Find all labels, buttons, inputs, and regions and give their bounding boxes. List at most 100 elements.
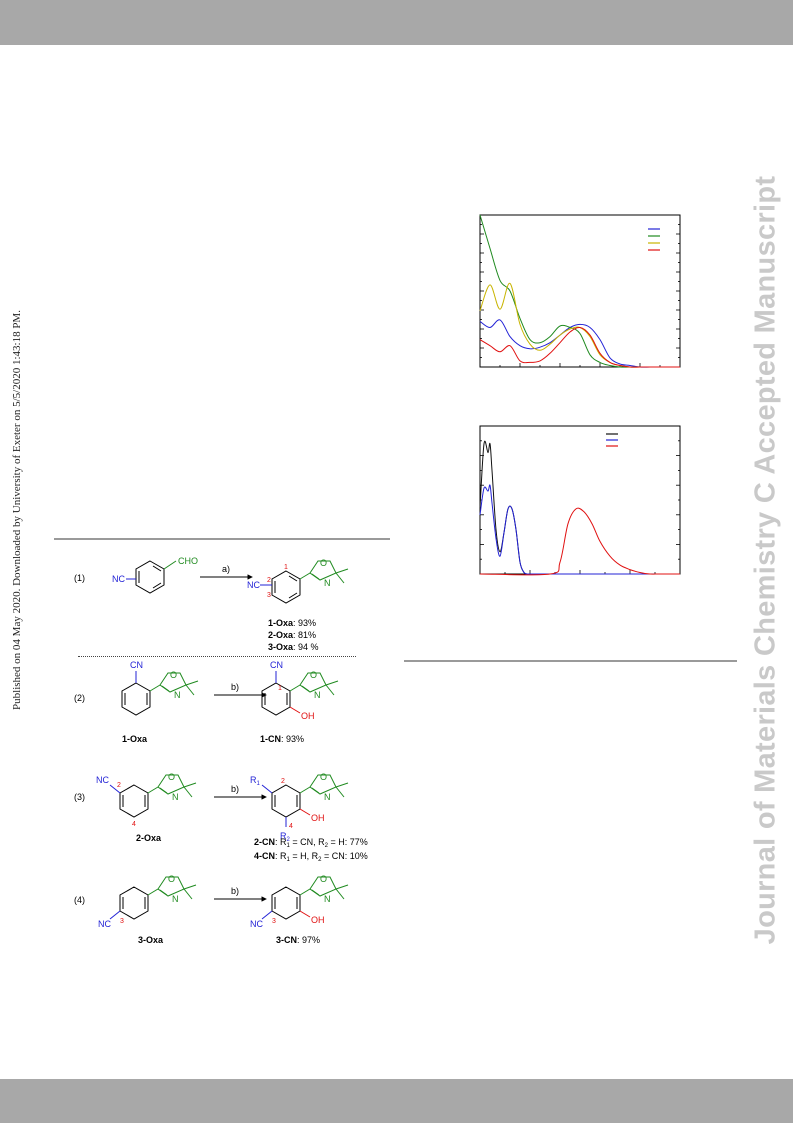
reaction-3-number: (3) (74, 792, 85, 802)
yield-2-cn-text1: = CN, R (290, 837, 325, 847)
yield-1-oxa-value: : 93% (293, 618, 316, 628)
reaction-2-product-yield: 1-CN: 93% (260, 734, 304, 744)
product-1-cn-label: 1-CN (260, 734, 281, 744)
reaction-4: (4) NC 3 O N 3-Oxa b) (74, 874, 349, 945)
reaction-4-locant-3: 3 (120, 918, 124, 925)
chart2-series-line-2 (479, 484, 680, 575)
reaction-2: (2) CN O N 1-Oxa b) (74, 660, 339, 744)
reaction-3-n: N (172, 792, 179, 802)
product-3-cn-yield: : 97% (297, 935, 320, 945)
reaction-3-start (109, 774, 197, 818)
reaction-3-reagent: b) (231, 784, 239, 794)
reaction-3-product-r1: R1 (250, 775, 261, 787)
chart2-ticks (479, 425, 681, 575)
yield-2-oxa-label: 2-Oxa (268, 630, 294, 640)
chart1-series-line-1 (479, 319, 680, 368)
reaction-4-product-oh: OH (311, 915, 325, 925)
yield-2-cn-sub2: 2 (325, 843, 329, 849)
chart1-ticks (479, 214, 681, 368)
reaction-1-yield-2: 2-Oxa: 81% (268, 630, 316, 640)
yield-4-cn-text1: = H, R (290, 851, 319, 861)
reaction-4-start-name: 3-Oxa (138, 935, 164, 945)
reaction-3-product (261, 774, 349, 827)
reaction-1: (1) CHO NC a) O N NC 1 2 3 (74, 556, 349, 652)
chart1-series-line-3 (479, 282, 680, 368)
synthesis-scheme: (1) CHO NC a) O N NC 1 2 3 (74, 556, 368, 945)
reaction-2-o: O (170, 670, 177, 680)
chart1-series (479, 214, 680, 368)
reaction-4-product-o: O (320, 874, 327, 884)
reaction-1-cho-label: CHO (178, 556, 198, 566)
reaction-4-product-nc: NC (250, 919, 263, 929)
watermark-text: Journal of Materials Chemistry C Accepte… (749, 175, 782, 945)
reaction-2-reagent: b) (231, 682, 239, 692)
reaction-3-yield-4cn: 4-CN: R1 = H, R2 = CN: 10% (254, 851, 368, 863)
product-3-cn-label: 3-CN (276, 935, 297, 945)
reaction-2-n: N (174, 690, 181, 700)
reaction-3-nc: NC (96, 775, 109, 785)
yield-2-oxa-value: : 81% (293, 630, 316, 640)
chart1-series-line-2 (479, 214, 680, 368)
reaction-1-locant-2: 2 (267, 577, 271, 584)
reaction-1-nc-label: NC (112, 574, 125, 584)
reaction-1-yield-1: 1-Oxa: 93% (268, 618, 316, 628)
emission-spectra-chart (479, 425, 681, 576)
chart2-legend (606, 433, 618, 447)
reaction-4-o: O (168, 874, 175, 884)
reaction-3-product-locant-2: 2 (281, 778, 285, 785)
reaction-3-locant-4: 4 (132, 821, 136, 828)
footer-band (0, 1079, 793, 1123)
reaction-2-product-n: N (314, 690, 321, 700)
reaction-3-locant-2: 2 (117, 782, 121, 789)
reaction-4-product (261, 876, 349, 920)
reaction-4-start (109, 876, 197, 920)
reaction-1-product-o: O (320, 558, 327, 568)
reaction-2-product-oh: OH (301, 711, 315, 721)
yield-4-cn-sub2: 2 (318, 857, 322, 863)
reaction-4-product-n: N (324, 894, 331, 904)
reaction-4-nc: NC (98, 919, 111, 929)
chart1-legend (648, 228, 660, 251)
chart2-series (479, 440, 680, 576)
chart2-frame (479, 425, 681, 575)
r2-subscript: 2 (287, 837, 291, 843)
reaction-1-product-nc: NC (247, 580, 260, 590)
yield-2-cn-label: 2-CN (254, 837, 275, 847)
reaction-4-reagent: b) (231, 886, 239, 896)
chart1-series-line-4 (479, 326, 680, 368)
reaction-2-product (261, 671, 339, 716)
yield-4-cn-text: : R (275, 851, 287, 861)
yield-1-oxa-label: 1-Oxa (268, 618, 294, 628)
reaction-1-reagent: a) (222, 564, 230, 574)
reaction-1-yield-3: 3-Oxa: 94 % (268, 642, 319, 652)
scheme-top-rule (54, 538, 390, 540)
reaction-3-product-oh: OH (311, 813, 325, 823)
reaction-2-locant-1: 1 (278, 685, 282, 692)
reaction-3-start-name: 2-Oxa (136, 833, 162, 843)
reaction-3-product-r2: R2 (280, 831, 291, 843)
reaction-1-locant-1: 1 (284, 564, 288, 571)
r2-letter: R (280, 831, 287, 841)
reaction-2-start-name: 1-Oxa (122, 734, 148, 744)
r1-letter: R (250, 775, 257, 785)
publication-note-text: Published on 04 May 2020. Downloaded by … (11, 310, 23, 710)
reaction-3: (3) NC 2 4 O N 2-Oxa b) (74, 772, 368, 863)
chart2-series-line-3 (479, 507, 680, 576)
reaction-4-product-locant-3: 3 (272, 918, 276, 925)
reaction-2-number: (2) (74, 693, 85, 703)
yield-3-oxa-value: : 94 % (293, 642, 319, 652)
absorption-spectra-chart (479, 214, 681, 368)
header-band (0, 0, 793, 45)
reaction-1-locant-3: 3 (267, 592, 271, 599)
yield-4-cn-label: 4-CN (254, 851, 275, 861)
reaction-1-product-n: N (324, 578, 331, 588)
product-1-cn-yield: : 93% (281, 734, 304, 744)
yield-2-cn-text2: = H: 77% (328, 837, 368, 847)
column-rule (404, 660, 737, 662)
yield-2-cn-sub1: 1 (287, 843, 291, 849)
yield-3-oxa-label: 3-Oxa (268, 642, 294, 652)
scheme-dotted-separator (78, 656, 356, 657)
reaction-3-yield-2cn: 2-CN: R1 = CN, R2 = H: 77% (254, 837, 368, 849)
yield-4-cn-text2: = CN: 10% (321, 851, 367, 861)
reaction-1-start-ring (126, 560, 177, 594)
